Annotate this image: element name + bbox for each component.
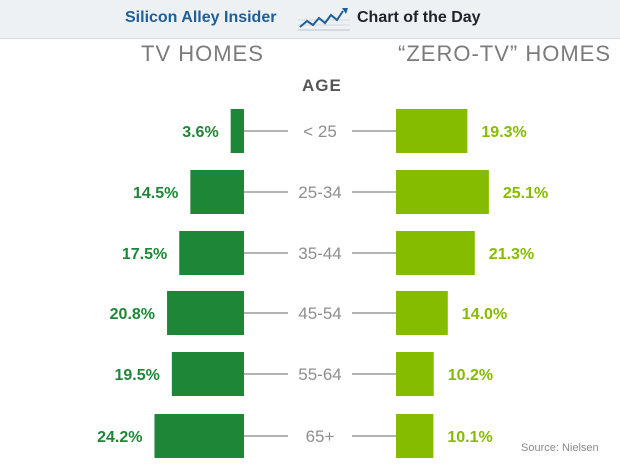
zero-tv-homes-value-label: 19.3% (481, 124, 526, 141)
zero-tv-homes-bar (396, 170, 489, 214)
zero-tv-homes-value-label: 10.2% (448, 367, 493, 384)
tv-homes-bar (179, 231, 244, 275)
tv-homes-title: TV HOMES (141, 41, 264, 66)
age-category-label: < 25 (303, 122, 337, 141)
header-bar: Silicon Alley Insider Chart of the Day (0, 0, 620, 39)
tv-homes-bar (190, 170, 244, 214)
zero-tv-homes-value-label: 25.1% (503, 185, 548, 202)
zero-tv-homes-value-label: 14.0% (462, 306, 507, 323)
zero-tv-homes-bar (396, 414, 434, 458)
tv-homes-value-label: 20.8% (110, 306, 155, 323)
tv-homes-bar (171, 352, 244, 396)
tv-homes-value-label: 24.2% (97, 429, 142, 446)
age-category-label: 25-34 (298, 183, 341, 202)
zero-tv-homes-bar (396, 352, 434, 396)
tv-homes-bar (154, 414, 244, 458)
age-category-label: 65+ (306, 427, 335, 446)
trend-line-icon (298, 8, 350, 31)
zero-tv-homes-value-label: 10.1% (447, 429, 492, 446)
age-axis-title: AGE (302, 76, 342, 95)
age-category-label: 55-64 (298, 365, 341, 384)
age-category-label: 35-44 (298, 244, 341, 263)
tv-homes-value-label: 14.5% (133, 185, 178, 202)
tv-homes-value-label: 3.6% (182, 124, 218, 141)
brand-name: Silicon Alley Insider (125, 9, 277, 26)
age-category-label: 45-54 (298, 304, 341, 323)
zero-tv-homes-value-label: 21.3% (489, 246, 534, 263)
zero-tv-homes-bar (396, 109, 468, 153)
tv-homes-bar (167, 291, 244, 335)
zero-tv-homes-title: “ZERO-TV” HOMES (398, 41, 611, 66)
zero-tv-homes-bar (396, 291, 448, 335)
source-note: Source: Nielsen (521, 442, 599, 454)
chart-of-the-day-label: Chart of the Day (357, 9, 481, 26)
tv-homes-value-label: 19.5% (114, 367, 159, 384)
zero-tv-homes-bar (396, 231, 475, 275)
tv-homes-bar (230, 109, 244, 153)
tv-homes-value-label: 17.5% (122, 246, 167, 263)
